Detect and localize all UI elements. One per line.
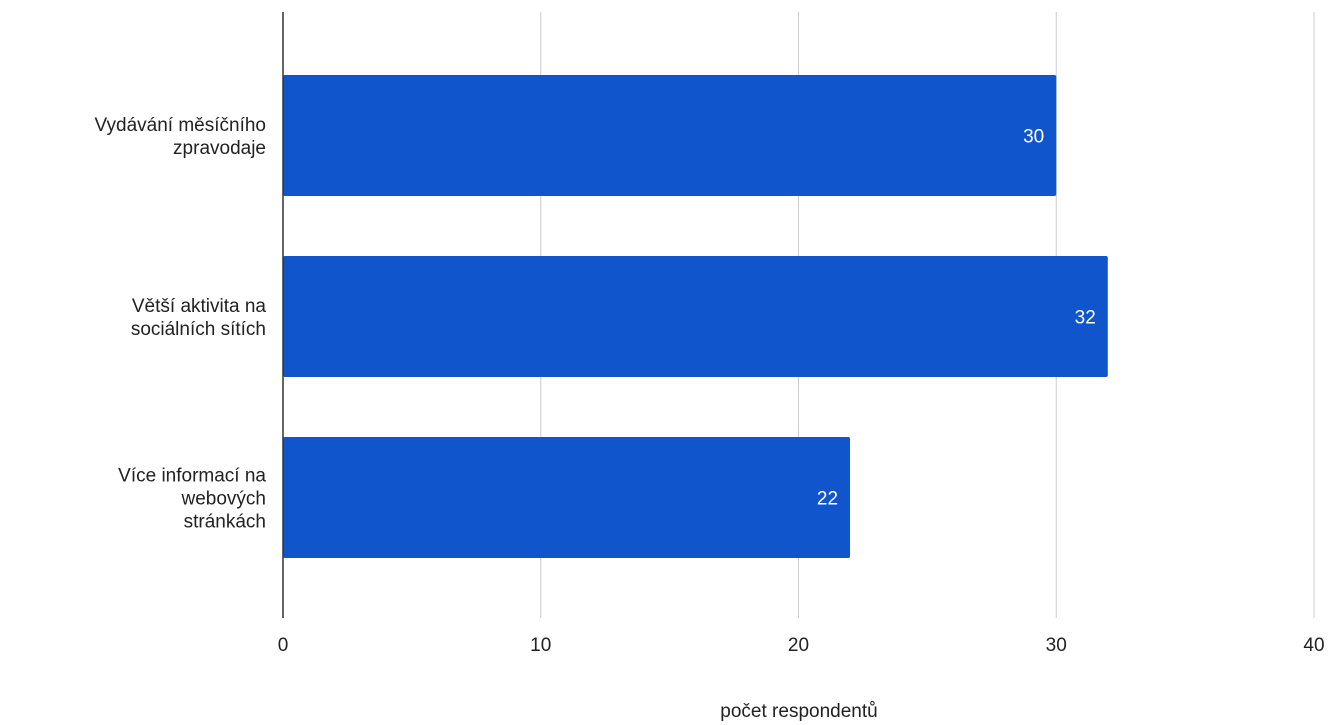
x-tick-label: 40 bbox=[1303, 635, 1324, 656]
data-label: 22 bbox=[817, 489, 838, 510]
bar bbox=[283, 256, 1108, 377]
category-label-line: webových bbox=[181, 489, 267, 510]
x-tick-labels: 0 10 20 30 40 bbox=[278, 635, 1325, 656]
category-labels: Vydávání měsíčního zpravodaje Větší aktivi… bbox=[95, 115, 267, 533]
category-label-line: Větší aktivita na bbox=[132, 296, 267, 317]
bar bbox=[283, 437, 851, 558]
x-tick-label: 30 bbox=[1046, 635, 1067, 656]
data-label: 32 bbox=[1075, 308, 1096, 329]
category-label-line: stránkách bbox=[184, 512, 266, 533]
x-tick-label: 0 bbox=[278, 635, 289, 656]
category-label: Větší aktivita na sociálních sítích bbox=[131, 296, 267, 340]
category-label-line: sociálních sítích bbox=[131, 319, 266, 340]
bars bbox=[283, 75, 1108, 558]
category-label-line: zpravodaje bbox=[173, 138, 266, 159]
category-label: Více informací na webových stránkách bbox=[118, 466, 266, 533]
category-label-line: Vydávání měsíčního bbox=[95, 115, 266, 136]
category-label: Vydávání měsíčního zpravodaje bbox=[95, 115, 266, 159]
bar bbox=[283, 75, 1057, 196]
x-tick-label: 10 bbox=[530, 635, 551, 656]
data-labels: 30 32 22 bbox=[817, 127, 1096, 510]
x-axis-title: počet respondentů bbox=[720, 701, 877, 722]
data-label: 30 bbox=[1023, 127, 1044, 148]
x-tick-label: 20 bbox=[788, 635, 809, 656]
category-label-line: Více informací na bbox=[118, 466, 266, 487]
